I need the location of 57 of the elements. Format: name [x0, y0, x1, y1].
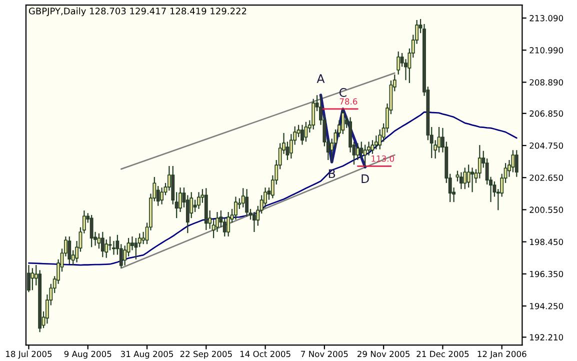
data-label: A [316, 74, 325, 83]
candlestick [245, 188, 249, 218]
candlestick [100, 231, 104, 258]
candlestick [478, 144, 482, 179]
y-tick-label: 210.990 [530, 47, 564, 54]
chart-title: GBPJPY,Daily 128.703 129.417 128.419 129.222 [28, 7, 246, 16]
candlestick [30, 268, 34, 291]
candlestick [97, 232, 101, 250]
candlestick [511, 150, 515, 173]
candlestick [130, 236, 134, 251]
candlestick [356, 142, 360, 161]
candlestick [304, 121, 308, 142]
y-tick-label: 192.210 [530, 334, 564, 340]
x-tick-label: 7 Nov 2005 [301, 350, 348, 358]
candlestick [470, 167, 474, 193]
candlestick [312, 98, 316, 130]
y-tick-label: 200.550 [530, 206, 564, 213]
candlestick [134, 237, 138, 260]
candlestick [197, 192, 200, 210]
x-tick-label: 14 Oct 2005 [240, 350, 290, 358]
candlestick [252, 211, 256, 233]
y-tick-label: 206.850 [530, 110, 564, 117]
candlestick [363, 144, 367, 168]
x-tick-label: 29 Nov 2005 [358, 350, 410, 358]
candlestick [341, 108, 345, 135]
y-tick-label: 194.250 [530, 302, 564, 310]
candlestick [234, 196, 238, 220]
candlestick [370, 140, 374, 154]
candlestick [112, 240, 116, 256]
candlestick [463, 167, 467, 190]
candlestick [300, 124, 304, 146]
x-tick-label: 21 Dec 2005 [416, 350, 469, 358]
candlestick [226, 211, 230, 238]
y-tick-label: 198.450 [530, 238, 564, 246]
x-tick-label: 18 Jul 2005 [6, 350, 52, 359]
candlestick [160, 186, 164, 205]
y-tick-label: 208.890 [530, 79, 564, 86]
x-tick-label: 31 Aug 2005 [120, 350, 173, 359]
candlestick [68, 236, 72, 265]
y-tick-label: 202.650 [530, 174, 564, 181]
candlestick [396, 50, 400, 75]
candlestick [90, 214, 94, 248]
x-tick-label: 12 Jan 2006 [478, 350, 526, 359]
candlestick [514, 150, 518, 178]
candlestick [374, 135, 378, 150]
y-tick-label: 196.350 [530, 270, 564, 278]
data-label: D [362, 174, 369, 183]
candlestick [466, 164, 470, 188]
x-tick-label: 22 Sep 2005 [180, 350, 232, 359]
data-label: B [328, 169, 336, 178]
y-tick-label: 204.750 [530, 142, 564, 149]
annotation: 78.6 [340, 98, 358, 105]
y-tick-label: 213.090 [530, 15, 564, 22]
candlestick [27, 264, 30, 293]
candlestick [459, 172, 463, 190]
x-tick-label: 9 Aug 2005 [64, 350, 112, 359]
candlestick [108, 236, 112, 251]
